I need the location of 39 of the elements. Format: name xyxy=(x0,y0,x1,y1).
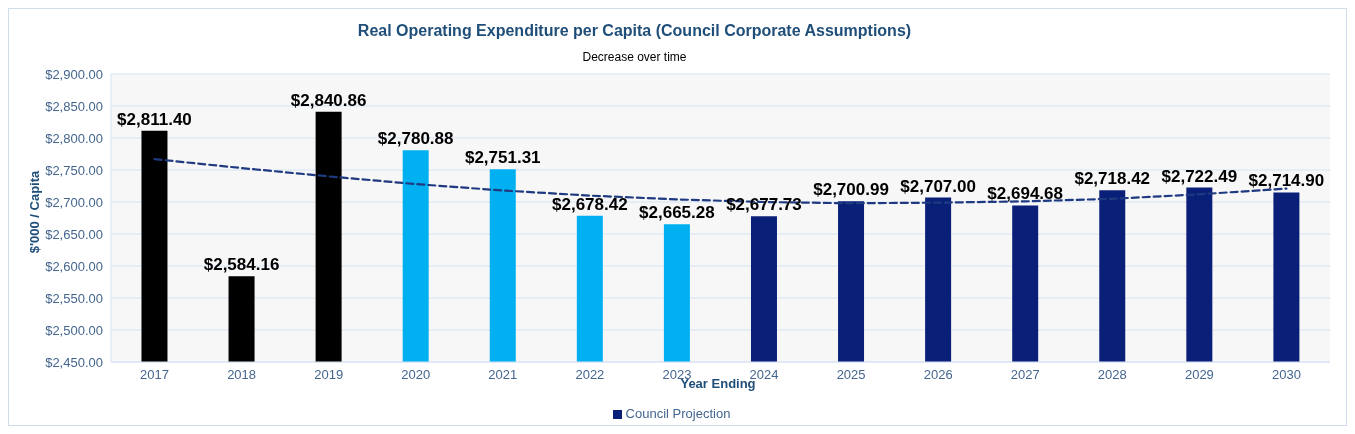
x-tick-label: 2028 xyxy=(1097,367,1127,383)
y-tick-label: $2,900.00 xyxy=(45,66,103,82)
x-tick-label: 2026 xyxy=(923,367,953,383)
x-tick-label: 2021 xyxy=(488,367,518,383)
data-label: $2,584.16 xyxy=(203,255,280,275)
x-tick-label: 2020 xyxy=(401,367,431,383)
y-axis-title: $'000 / Capita xyxy=(26,170,42,254)
y-tick-label: $2,600.00 xyxy=(45,258,103,274)
data-label: $2,714.90 xyxy=(1248,171,1325,191)
x-tick-label: 2030 xyxy=(1272,367,1301,383)
y-tick-label: $2,700.00 xyxy=(45,194,103,210)
x-tick-label: 2018 xyxy=(227,367,257,383)
y-tick-label: $2,550.00 xyxy=(45,290,103,306)
x-tick-label: 2027 xyxy=(1010,367,1040,383)
y-tick-label: $2,450.00 xyxy=(45,354,103,370)
data-label: $2,718.42 xyxy=(1074,169,1151,189)
data-label: $2,780.88 xyxy=(377,129,454,149)
legend-label: Council Projection xyxy=(625,406,731,421)
y-tick-label: $2,750.00 xyxy=(45,162,103,178)
x-tick-label: 2019 xyxy=(314,367,344,383)
x-tick-label: 2022 xyxy=(575,367,605,383)
chart-subtitle: Decrease over time xyxy=(581,50,688,64)
x-tick-label: 2017 xyxy=(140,367,169,383)
data-label: $2,678.42 xyxy=(552,194,628,214)
data-label: $2,700.99 xyxy=(813,180,889,200)
y-tick-label: $2,850.00 xyxy=(45,98,103,114)
y-tick-label: $2,800.00 xyxy=(45,130,103,146)
data-label: $2,722.49 xyxy=(1161,166,1238,186)
y-tick-label: $2,500.00 xyxy=(45,322,103,338)
x-tick-label: 2025 xyxy=(836,367,866,383)
x-tick-label: 2029 xyxy=(1184,367,1214,383)
data-label: $2,840.86 xyxy=(290,90,367,110)
y-tick-label: $2,650.00 xyxy=(45,226,103,242)
data-label: $2,707.00 xyxy=(900,176,976,196)
data-label: $2,751.31 xyxy=(464,148,541,168)
chart-title: Real Operating Expenditure per Capita (Council Corporate Assumptions) xyxy=(356,22,913,40)
data-label: $2,694.68 xyxy=(987,184,1064,204)
data-label: $2,811.40 xyxy=(117,109,192,129)
data-label: $2,665.28 xyxy=(639,203,715,223)
